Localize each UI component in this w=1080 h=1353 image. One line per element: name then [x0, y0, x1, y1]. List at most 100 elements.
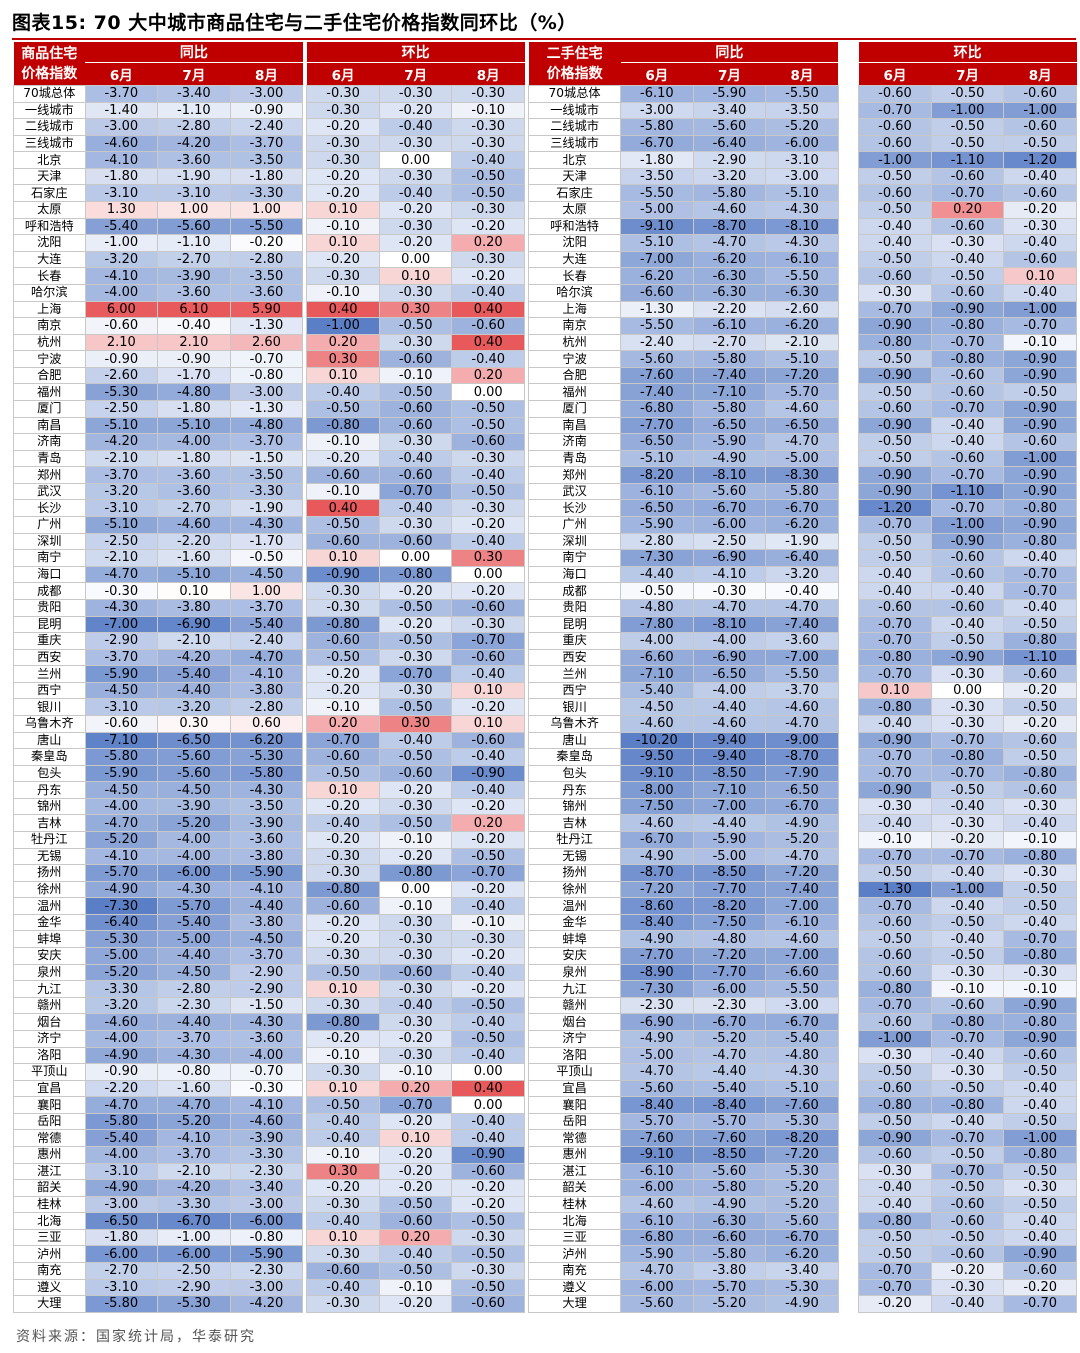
value-cell: -1.30 — [229, 317, 304, 335]
value-cell: -2.50 — [84, 399, 159, 418]
value-cell: 0.10 — [306, 980, 380, 998]
value-cell: -3.70 — [229, 947, 304, 965]
value-cell: -0.50 — [451, 184, 526, 203]
value-cell: -5.40 — [765, 1029, 839, 1048]
column-divider — [524, 1212, 529, 1230]
value-cell: -4.50 — [229, 930, 304, 949]
column-divider — [838, 930, 859, 948]
value-cell: -6.00 — [765, 134, 839, 153]
value-cell: -1.00 — [858, 151, 932, 169]
month-header: 8月 — [1003, 62, 1077, 86]
city-cell: 石家庄 — [528, 184, 622, 203]
column-divider — [302, 748, 307, 766]
value-cell: -4.00 — [692, 681, 767, 700]
column-divider — [838, 516, 859, 534]
value-cell: -0.60 — [378, 532, 453, 551]
new-mom-header: 环比 — [306, 42, 525, 63]
value-cell: -7.20 — [765, 366, 839, 385]
value-cell: -0.30 — [692, 582, 767, 600]
value-cell: -3.60 — [157, 151, 231, 169]
value-cell: -3.10 — [84, 184, 159, 203]
value-cell: -1.20 — [1003, 151, 1077, 169]
value-cell: -0.40 — [378, 449, 453, 468]
value-cell: -1.60 — [157, 549, 231, 567]
column-divider — [524, 1063, 529, 1081]
value-cell: -5.00 — [84, 947, 159, 965]
value-cell: -1.80 — [157, 399, 231, 418]
table-row: 锦州 -4.00 -3.90 -3.50 -0.20 -0.30 -0.20 锦州 -7.50-… — [13, 797, 1077, 816]
city-cell: 遵义 — [13, 1278, 86, 1297]
value-cell: -0.30 — [378, 930, 453, 949]
value-cell: -0.60 — [378, 350, 453, 368]
table-row: 青岛 -2.10 -1.80 -1.50 -0.20 -0.40 -0.30 青岛 -5.10-… — [13, 449, 1077, 468]
value-cell: -0.90 — [930, 532, 1005, 551]
column-divider — [302, 317, 307, 335]
column-divider — [524, 632, 529, 650]
value-cell: -8.40 — [620, 913, 694, 932]
column-divider — [524, 1279, 529, 1296]
value-cell: -0.40 — [1003, 913, 1077, 932]
column-divider — [524, 1295, 529, 1313]
city-cell: 70城总体 — [528, 85, 622, 103]
value-cell: -2.10 — [157, 1162, 231, 1181]
value-cell: -4.00 — [157, 433, 231, 451]
value-cell: -0.40 — [930, 864, 1005, 882]
value-cell: -4.90 — [620, 930, 694, 949]
value-cell: -0.80 — [1003, 847, 1077, 866]
city-cell: 秦皇岛 — [13, 748, 86, 766]
city-cell: 西安 — [528, 648, 622, 667]
column-divider — [838, 417, 859, 434]
value-cell: -5.90 — [84, 665, 159, 683]
value-cell: -0.70 — [378, 665, 453, 683]
column-divider — [302, 1295, 307, 1313]
city-cell: 北海 — [528, 1212, 622, 1230]
value-cell: -0.40 — [451, 283, 526, 302]
value-cell: -0.30 — [306, 1063, 380, 1081]
column-divider — [302, 848, 307, 865]
column-divider — [838, 682, 859, 699]
city-cell: 三线城市 — [528, 134, 622, 153]
value-cell: -0.50 — [930, 85, 1005, 103]
value-cell: 0.30 — [157, 714, 231, 733]
city-cell: 济宁 — [13, 1029, 86, 1048]
city-cell: 丹东 — [528, 781, 622, 799]
value-cell: -6.00 — [157, 864, 231, 882]
column-divider — [302, 1229, 307, 1246]
value-cell: -4.50 — [229, 565, 304, 584]
table-row: 泸州 -6.00 -6.00 -5.90 -0.30 -0.40 -0.50 泸州 -5.90-… — [13, 1245, 1077, 1264]
city-cell: 宁波 — [13, 350, 86, 368]
value-cell: -1.00 — [306, 317, 380, 335]
value-cell: -3.00 — [620, 101, 694, 120]
value-cell: -0.60 — [378, 399, 453, 418]
value-cell: -0.50 — [306, 399, 380, 418]
column-divider — [524, 201, 529, 219]
value-cell: -0.20 — [306, 449, 380, 468]
value-cell: 0.10 — [378, 267, 453, 285]
column-divider — [838, 1229, 859, 1246]
value-cell: -8.20 — [620, 466, 694, 484]
value-cell: -0.20 — [378, 101, 453, 120]
column-divider — [838, 1096, 859, 1114]
value-cell: -0.70 — [858, 516, 932, 534]
value-cell: -0.60 — [306, 897, 380, 915]
value-cell: -0.90 — [858, 416, 932, 435]
column-divider — [838, 450, 859, 467]
value-cell: -5.30 — [765, 1112, 839, 1131]
value-cell: -6.30 — [692, 267, 767, 285]
value-cell: -3.50 — [229, 797, 304, 816]
value-cell: -0.50 — [858, 1063, 932, 1081]
city-cell: 杭州 — [528, 333, 622, 352]
value-cell: -3.60 — [229, 1029, 304, 1048]
value-cell: -3.60 — [229, 283, 304, 302]
value-cell: -6.70 — [765, 499, 839, 518]
value-cell: -2.40 — [620, 333, 694, 352]
column-divider — [302, 914, 307, 931]
value-cell: -5.50 — [229, 217, 304, 236]
column-divider — [302, 616, 307, 633]
value-cell: -0.20 — [306, 250, 380, 269]
value-cell: -3.10 — [84, 499, 159, 518]
value-cell: -1.10 — [1003, 648, 1077, 667]
table-row: 遵义 -3.10 -2.90 -3.00 -0.40 -0.10 -0.50 遵义 -6.00-… — [13, 1278, 1077, 1297]
value-cell: -0.50 — [306, 1096, 380, 1114]
column-divider — [302, 549, 307, 567]
